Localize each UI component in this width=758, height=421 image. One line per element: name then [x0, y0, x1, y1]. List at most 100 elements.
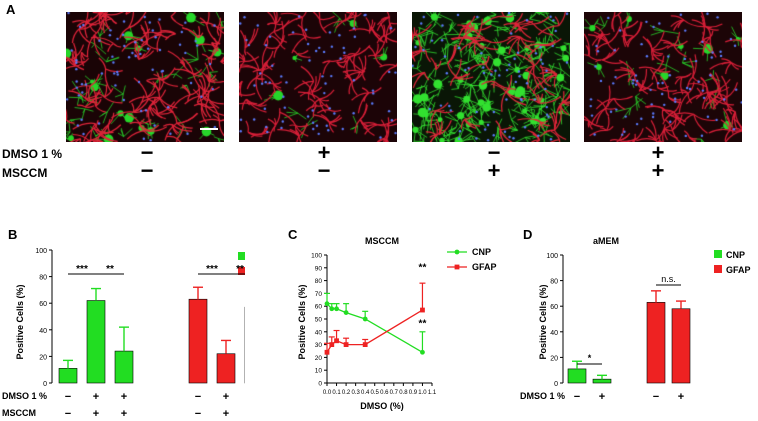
b-row-label-msccm: MSCCM [2, 408, 36, 418]
microscopy-image-3 [412, 12, 570, 142]
row-sign: + [121, 408, 127, 420]
data-point [362, 342, 368, 347]
x-tick-label: 1.0 [418, 390, 427, 396]
data-point [343, 310, 349, 315]
y-tick-label: 10 [315, 368, 323, 375]
y-tick-label: 40 [39, 328, 47, 335]
b-y-axis-label: Positive Cells (%) [15, 284, 25, 359]
y-tick-label: 80 [315, 278, 323, 285]
legend-label: GFAP [472, 262, 497, 272]
y-tick-label: 0 [43, 381, 47, 388]
x-tick-label: 0.8 [399, 390, 408, 396]
x-tick-label: 0.5 [371, 390, 380, 396]
x-tick-label: 0.2 [342, 390, 351, 396]
legend-swatch [714, 250, 722, 258]
y-tick-label: 100 [546, 253, 558, 260]
bar [592, 378, 612, 384]
legend-label: CNP [726, 250, 745, 260]
bar [58, 368, 78, 384]
row-sign: − [574, 391, 580, 403]
significance-label: *** [206, 264, 218, 275]
d-y-axis-label: Positive Cells (%) [538, 284, 548, 359]
y-tick-label: 20 [315, 355, 323, 362]
d-title: aMEM [593, 236, 619, 246]
data-point [334, 338, 339, 344]
row-sign: − [653, 391, 659, 403]
row-sign: + [93, 391, 99, 403]
sign: + [651, 140, 665, 165]
chart-d: D aMEM Positive Cells (%) DMSO 1 % 0 20 40… [520, 227, 751, 403]
y-tick-label: 70 [315, 291, 323, 298]
legend-marker [454, 249, 460, 255]
panel-d-letter: D [523, 227, 532, 242]
panel-a-letter: A [6, 2, 16, 17]
bar [114, 350, 134, 384]
y-tick-label: 0 [554, 381, 558, 388]
significance-label: n.s. [661, 274, 676, 284]
row-sign: − [195, 391, 201, 403]
significance-label: ** [236, 264, 244, 275]
y-tick-label: 0 [318, 381, 322, 388]
data-point [343, 342, 349, 347]
row-sign: + [223, 408, 229, 420]
sign: − [140, 158, 154, 183]
chart-c: C MSCCM Positive Cells (%) DMSO (%) 0 10 2… [288, 227, 497, 411]
bar [188, 298, 208, 384]
row-sign: − [65, 408, 71, 420]
data-point [324, 349, 330, 355]
c-x-axis-label: DMSO (%) [360, 401, 404, 411]
y-tick-label: 50 [315, 317, 323, 324]
row-sign: + [121, 391, 127, 403]
row-sign: + [678, 391, 684, 403]
y-tick-label: 80 [550, 279, 558, 286]
y-tick-label: 60 [550, 304, 558, 311]
legend-label: CNP [472, 247, 491, 257]
legend-swatch [714, 265, 722, 273]
sign: − [140, 140, 154, 165]
bar [86, 300, 106, 384]
sign: + [651, 158, 665, 183]
row-sign: + [223, 391, 229, 403]
panel-a-row-label-msccm: MSCCM [2, 166, 48, 180]
panel-b-letter: B [8, 227, 17, 242]
microscopy-image-4 [584, 12, 742, 142]
data-point [329, 342, 335, 347]
legend-swatch [238, 252, 245, 260]
annotation: ** [419, 262, 427, 273]
sign: + [487, 158, 501, 183]
sign: − [317, 158, 331, 183]
row-sign: − [65, 391, 71, 403]
bar [567, 368, 587, 384]
significance-label: ** [106, 264, 114, 275]
c-title: MSCCM [365, 236, 399, 246]
microscopy-image-1 [66, 12, 224, 142]
x-tick-label: 0.4 [361, 390, 370, 396]
y-tick-label: 40 [315, 329, 323, 336]
series-line [326, 303, 423, 353]
significance-label: *** [76, 264, 88, 275]
y-tick-label: 60 [315, 304, 323, 311]
row-sign: + [93, 408, 99, 420]
y-tick-label: 20 [39, 354, 47, 361]
x-tick-label: 0.7 [390, 390, 399, 396]
annotation: ** [419, 319, 427, 330]
y-tick-label: 60 [39, 301, 47, 308]
data-point [329, 306, 335, 312]
x-tick-label: 0.1 [332, 390, 341, 396]
x-tick-label: 1.1 [428, 390, 437, 396]
x-tick-label: 0.9 [409, 390, 418, 396]
y-tick-label: 30 [315, 342, 323, 349]
y-tick-label: 40 [550, 330, 558, 337]
b-row-label-dmso: DMSO 1 % [2, 391, 47, 401]
microscopy-image-2 [239, 12, 397, 142]
chart-b: B Positive Cells (%) DMSO 1 % MSCCM 0 20 4… [2, 227, 245, 420]
y-tick-label: 100 [311, 253, 322, 260]
row-sign: + [599, 391, 605, 403]
bar [216, 353, 236, 384]
x-tick-label: 0.6 [380, 390, 389, 396]
x-tick-label: 0.3 [351, 390, 360, 396]
y-tick-label: 100 [35, 248, 47, 255]
significance-label: * [588, 353, 592, 363]
bar [671, 308, 691, 384]
legend-swatch [238, 267, 245, 275]
